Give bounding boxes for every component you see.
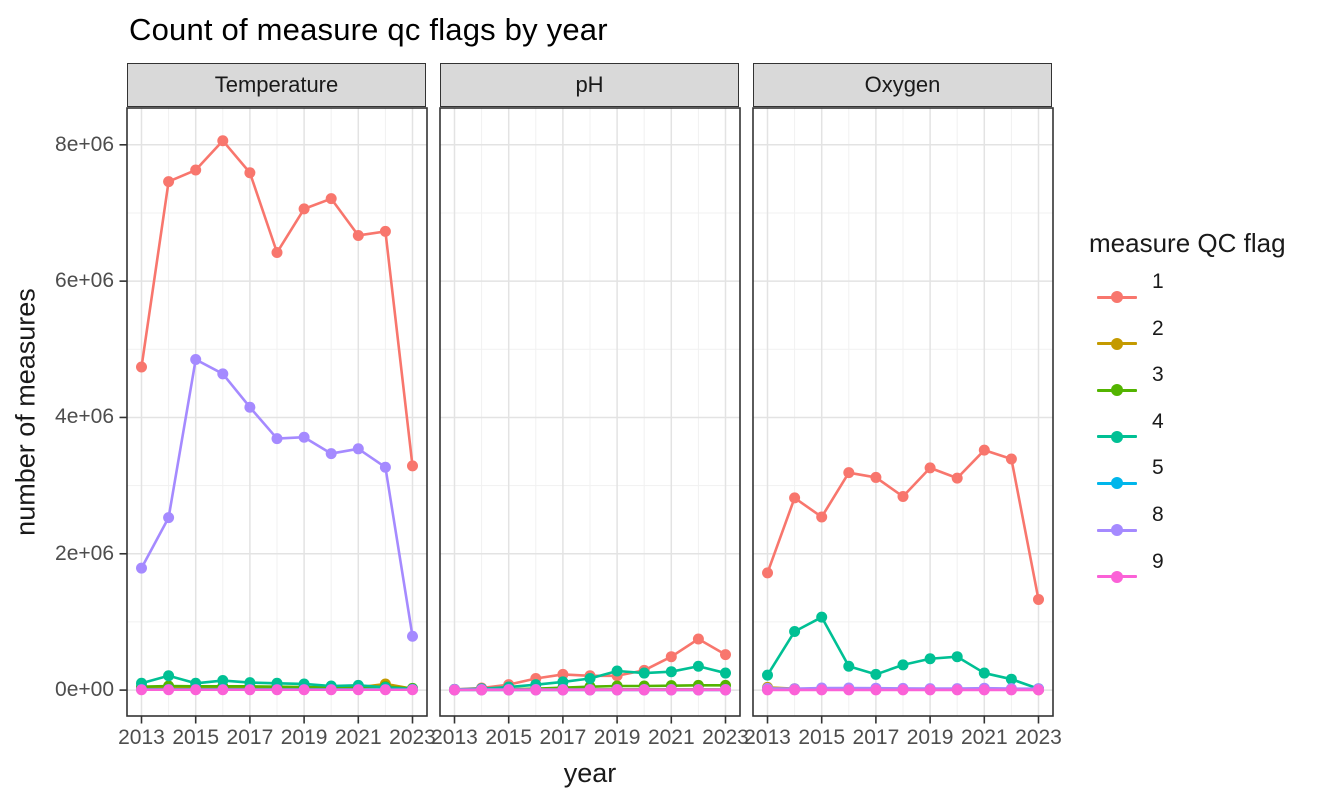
x-tick-label: 2015: [485, 726, 533, 749]
y-tick-label: 0e+00: [55, 678, 114, 702]
x-tick-label: 2013: [744, 726, 791, 749]
y-tick-label: 6e+06: [55, 269, 114, 293]
x-tick-label: 2015: [172, 726, 220, 749]
plot-title: Count of measure qc flags by year: [129, 12, 608, 47]
x-tick-label: 2013: [118, 726, 165, 749]
x-tick-label: 2017: [539, 726, 587, 749]
x-tick-label: 2023: [1015, 726, 1062, 749]
x-tick-label: 2015: [798, 726, 846, 749]
facet-strip-label: Temperature: [214, 72, 339, 97]
x-tick-label: 2021: [647, 726, 695, 749]
y-tick-label: 8e+06: [55, 132, 114, 156]
x-tick-label: 2023: [702, 726, 749, 749]
y-tick-label: 4e+06: [55, 405, 114, 429]
x-tick-label: 2017: [226, 726, 274, 749]
x-axis-title: year: [563, 758, 617, 788]
y-tick-label: 2e+06: [55, 541, 114, 565]
facet-strip-oxygen: Oxygen: [753, 63, 1052, 107]
x-tick-label: 2017: [852, 726, 900, 749]
x-tick-label: 2019: [906, 726, 954, 749]
facet-strip-label: Oxygen: [864, 72, 941, 97]
facet-strip-temperature: Temperature: [127, 63, 426, 107]
x-tick-label: 2021: [960, 726, 1008, 749]
x-tick-label: 2021: [334, 726, 382, 749]
facet-strip-ph: pH: [440, 63, 739, 107]
x-tick-label: 2013: [431, 726, 478, 749]
x-tick-label: 2023: [389, 726, 436, 749]
x-tick-label: 2019: [280, 726, 328, 749]
x-tick-label: 2019: [593, 726, 641, 749]
facet-strip-label: pH: [575, 72, 604, 97]
